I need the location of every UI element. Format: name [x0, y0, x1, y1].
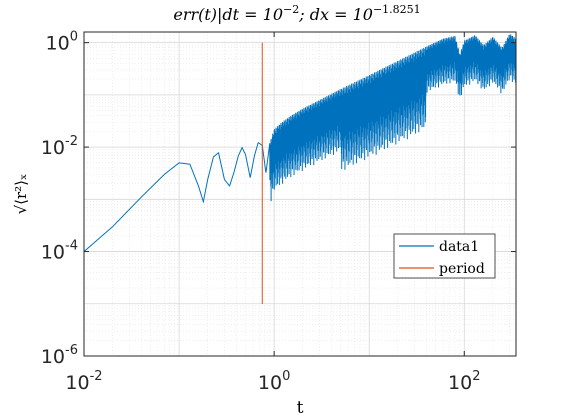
legend-label-data1: data1: [439, 239, 479, 255]
plot-area: [84, 32, 516, 356]
legend-label-period: period: [439, 261, 485, 277]
y-axis-label: √⟨r²⟩ₓ: [12, 174, 30, 215]
axes-background: [84, 32, 516, 356]
legend: data1 period: [394, 234, 495, 278]
x-axis-label: t: [297, 398, 304, 418]
